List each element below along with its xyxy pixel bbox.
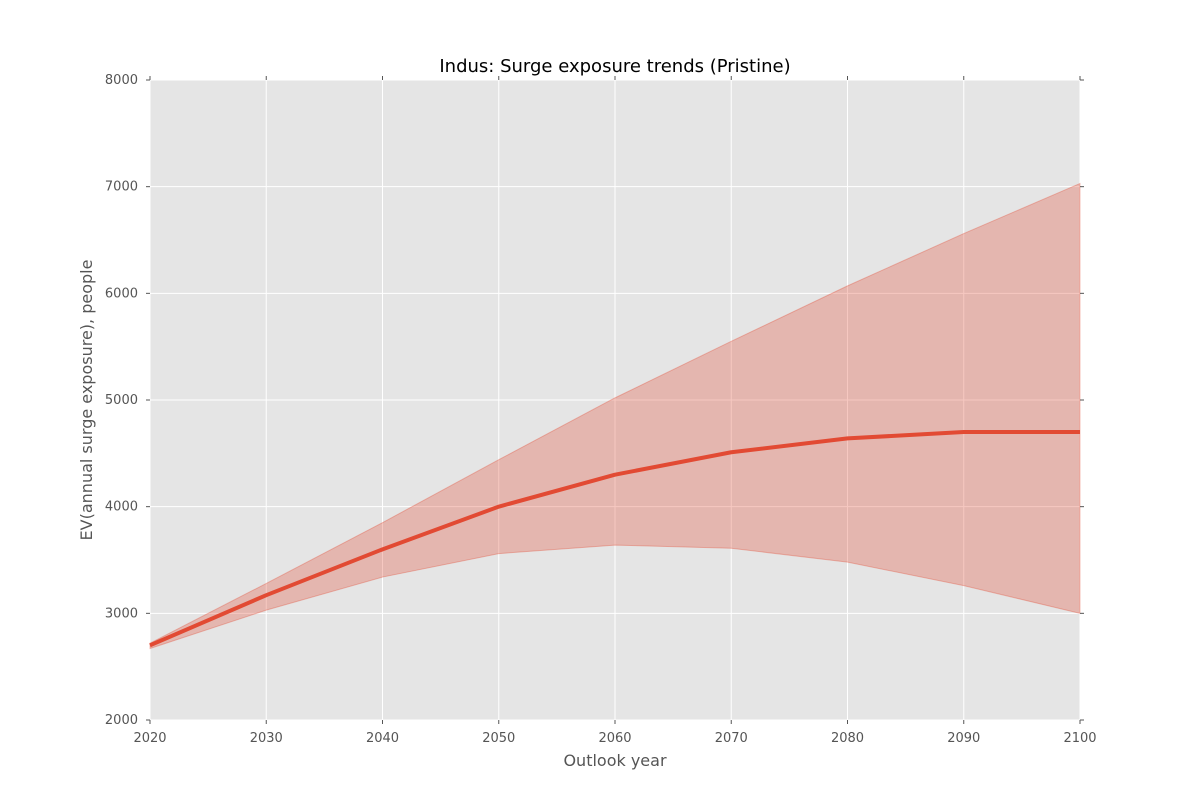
y-tick-label: 4000 [105, 500, 138, 515]
x-axis-label: Outlook year [563, 751, 667, 770]
y-tick-label: 3000 [105, 606, 138, 621]
y-tick-labels: 2000 3000 4000 5000 6000 7000 8000 [105, 73, 138, 728]
x-tick-labels: 2020 2030 2040 2050 2060 2070 2080 2090 2100 [133, 731, 1096, 746]
y-tick-label: 6000 [105, 286, 138, 301]
y-tick-label: 2000 [105, 713, 138, 728]
x-tick-label: 2080 [831, 731, 864, 746]
chart-title: Indus: Surge exposure trends (Pristine) [439, 56, 790, 77]
x-tick-label: 2030 [250, 731, 283, 746]
x-tick-label: 2050 [482, 731, 515, 746]
x-tick-label: 2090 [947, 731, 980, 746]
y-tick-label: 7000 [105, 180, 138, 195]
x-tick-label: 2070 [715, 731, 748, 746]
x-tick-label: 2060 [598, 731, 631, 746]
y-axis-label: EV(annual surge exposure), people [77, 260, 96, 541]
x-tick-label: 2100 [1063, 731, 1096, 746]
y-tick-label: 5000 [105, 393, 138, 408]
y-tick-label: 8000 [105, 73, 138, 88]
x-tick-label: 2040 [366, 731, 399, 746]
x-tick-label: 2020 [133, 731, 166, 746]
